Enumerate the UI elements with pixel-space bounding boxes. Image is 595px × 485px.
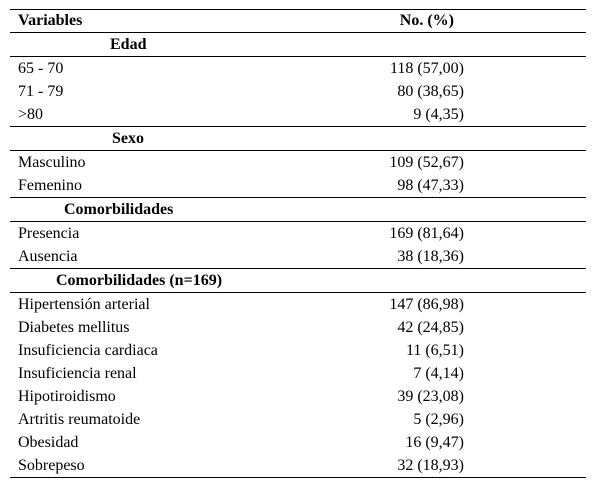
table-row: Artritis reumatoide 5 (2,96): [10, 408, 586, 431]
table-row: Insuficiencia renal 7 (4,14): [10, 362, 586, 385]
row-value: 42 (24,85): [397, 319, 464, 336]
row-value: 16 (9,47): [405, 434, 464, 451]
row-label: >80: [18, 106, 44, 123]
row-value: 118 (57,00): [389, 60, 464, 77]
row-value: 169 (81,64): [389, 225, 464, 242]
table-row: Hipotiroidismo 39 (23,08): [10, 385, 586, 408]
row-value: 5 (2,96): [413, 411, 464, 428]
row-value: 98 (47,33): [397, 177, 464, 194]
section-row: Sexo: [10, 126, 586, 150]
row-value: 7 (4,14): [413, 365, 464, 382]
row-label: Femenino: [18, 177, 82, 194]
row-label: Insuficiencia renal: [18, 365, 137, 382]
table-row: Sobrepeso 32 (18,93): [10, 454, 586, 477]
row-value: 9 (4,35): [413, 106, 464, 123]
table-row: Ausencia 38 (18,36): [10, 245, 586, 268]
row-label: Hipotiroidismo: [18, 388, 116, 405]
row-value: 80 (38,65): [397, 83, 464, 100]
row-label: Hipertensión arterial: [18, 296, 150, 313]
row-label: Presencia: [18, 225, 80, 242]
header-variables: Variables: [18, 12, 83, 29]
table-row: Obesidad 16 (9,47): [10, 431, 586, 454]
row-value: 11 (6,51): [405, 342, 464, 359]
table-row: Insuficiencia cardiaca 11 (6,51): [10, 339, 586, 362]
table-row: 65 - 70 118 (57,00): [10, 56, 586, 80]
table-row: Hipertensión arterial 147 (86,98): [10, 292, 586, 316]
section-row: Edad: [10, 32, 586, 56]
row-label: Artritis reumatoide: [18, 411, 141, 428]
row-value: 38 (18,36): [397, 248, 464, 265]
row-label: Obesidad: [18, 434, 79, 451]
table-row: 71 - 79 80 (38,65): [10, 80, 586, 103]
row-label: 65 - 70: [18, 60, 64, 77]
row-value: 32 (18,93): [397, 457, 464, 474]
row-label: Masculino: [18, 154, 86, 171]
row-label: Sobrepeso: [18, 457, 85, 474]
section-title-sexo: Sexo: [112, 130, 144, 147]
row-value: 109 (52,67): [389, 154, 464, 171]
row-value: 39 (23,08): [397, 388, 464, 405]
table-row: >80 9 (4,35): [10, 103, 586, 126]
table-row: Masculino 109 (52,67): [10, 150, 586, 174]
table-row: Presencia 169 (81,64): [10, 221, 586, 245]
table-row: Diabetes mellitus 42 (24,85): [10, 316, 586, 339]
section-row: Comorbilidades (n=169): [10, 268, 586, 292]
section-title-comorbilidades: Comorbilidades: [64, 201, 174, 218]
section-title-comorbilidades-n: Comorbilidades (n=169): [56, 272, 223, 289]
row-label: Insuficiencia cardiaca: [18, 342, 158, 359]
header-count: No. (%): [399, 12, 454, 29]
section-title-edad: Edad: [110, 36, 147, 53]
table-header-row: Variables No. (%): [10, 10, 586, 32]
section-row: Comorbilidades: [10, 197, 586, 221]
row-label: Diabetes mellitus: [18, 319, 130, 336]
row-value: 147 (86,98): [389, 296, 464, 313]
row-label: 71 - 79: [18, 83, 64, 100]
row-label: Ausencia: [18, 248, 78, 265]
data-table: Variables No. (%) Edad 65 - 70 118 (57,0…: [10, 9, 586, 478]
table-row: Femenino 98 (47,33): [10, 174, 586, 197]
